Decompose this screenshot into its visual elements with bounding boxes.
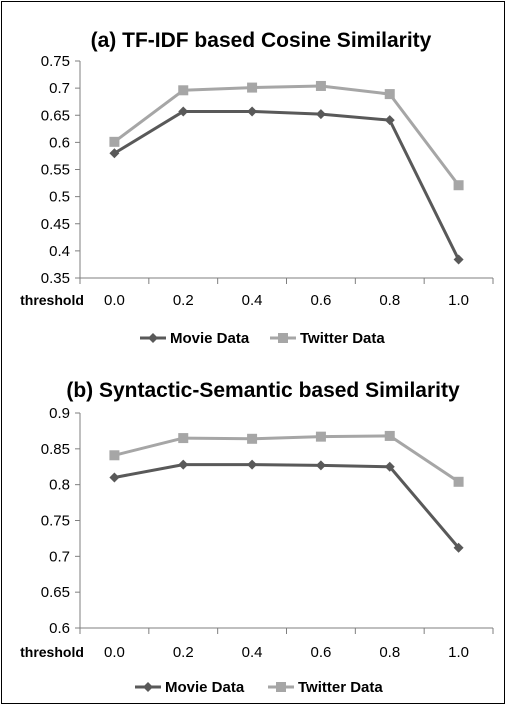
legend-marker [148, 333, 158, 343]
x-tick-label: 1.0 [448, 644, 469, 661]
data-point [109, 450, 120, 461]
chart-panel-1: (a) TF-IDF based Cosine Similarity 0.75 0.… [20, 29, 494, 347]
chart-title: (b) Syntactic-Semantic based Similarity [66, 379, 460, 402]
series-line [114, 463, 460, 549]
data-point [178, 459, 189, 470]
legend-label: Twitter Data [298, 679, 383, 696]
data-point [178, 433, 189, 444]
x-tick-label: 1.0 [448, 292, 469, 309]
legend-label: Movie Data [170, 330, 250, 347]
y-tick-label: 0.75 [41, 513, 70, 530]
x-axis-title: threshold [20, 644, 84, 660]
y-tick-label: 0.6 [49, 134, 70, 151]
x-tick-label: 0.2 [173, 292, 194, 309]
y-tick-label: 0.4 [49, 243, 70, 260]
data-point [453, 254, 464, 265]
x-tick-label: 0.8 [379, 644, 400, 661]
chart-panel-2: (b) Syntactic-Semantic based Similarity 0… [20, 379, 494, 696]
series-line [114, 434, 460, 484]
series-line [113, 84, 460, 187]
x-tick-label: 0.6 [310, 644, 331, 661]
data-point [247, 433, 258, 444]
x-tick-label: 0.4 [242, 644, 263, 661]
y-tick-label: 0.55 [41, 162, 70, 179]
data-point [178, 85, 189, 96]
data-point [315, 109, 326, 120]
data-point [178, 106, 189, 117]
legend: Movie Data Twitter Data [140, 330, 385, 347]
data-point [453, 180, 464, 191]
x-tick-label: 0.4 [242, 292, 263, 309]
data-point [109, 148, 120, 159]
data-point [247, 459, 258, 470]
data-point [315, 460, 326, 471]
data-point [109, 472, 120, 483]
data-point [453, 476, 464, 487]
legend-marker [278, 333, 288, 343]
legend-marker [143, 682, 153, 692]
legend-label: Movie Data [165, 679, 245, 696]
x-axis-title: threshold [20, 292, 84, 308]
data-point [453, 542, 464, 553]
series-twitter-data [109, 430, 464, 487]
y-tick-label: 0.6 [49, 620, 70, 637]
y-tick-label: 0.5 [49, 189, 70, 206]
x-tick-label: 0.0 [104, 292, 125, 309]
data-point [384, 461, 395, 472]
data-point [315, 80, 326, 91]
y-tick-label: 0.35 [41, 270, 70, 287]
legend-marker [276, 682, 286, 692]
x-tick-label: 0.8 [379, 292, 400, 309]
data-point [247, 82, 258, 93]
x-tick-label: 0.0 [104, 644, 125, 661]
data-point [384, 115, 395, 126]
y-tick-label: 0.75 [41, 53, 70, 70]
y-tick-label: 0.7 [49, 80, 70, 97]
data-point [247, 106, 258, 117]
y-tick-label: 0.9 [49, 405, 70, 422]
series-line [113, 109, 460, 261]
series-movie-data [109, 459, 464, 553]
legend: Movie Data Twitter Data [135, 679, 383, 696]
legend-label: Twitter Data [300, 330, 385, 347]
series-twitter-data [109, 80, 464, 191]
y-tick-label: 0.8 [49, 477, 70, 494]
series-movie-data [109, 106, 464, 265]
y-tick-label: 0.65 [41, 107, 70, 124]
y-tick-label: 0.85 [41, 441, 70, 458]
data-point [384, 430, 395, 441]
data-point [109, 136, 120, 147]
x-tick-label: 0.2 [173, 644, 194, 661]
y-tick-label: 0.7 [49, 548, 70, 565]
y-tick-label: 0.65 [41, 584, 70, 601]
x-tick-label: 0.6 [310, 292, 331, 309]
y-tick-label: 0.45 [41, 216, 70, 233]
data-point [315, 431, 326, 442]
data-point [384, 89, 395, 100]
chart-title: (a) TF-IDF based Cosine Similarity [91, 29, 432, 52]
